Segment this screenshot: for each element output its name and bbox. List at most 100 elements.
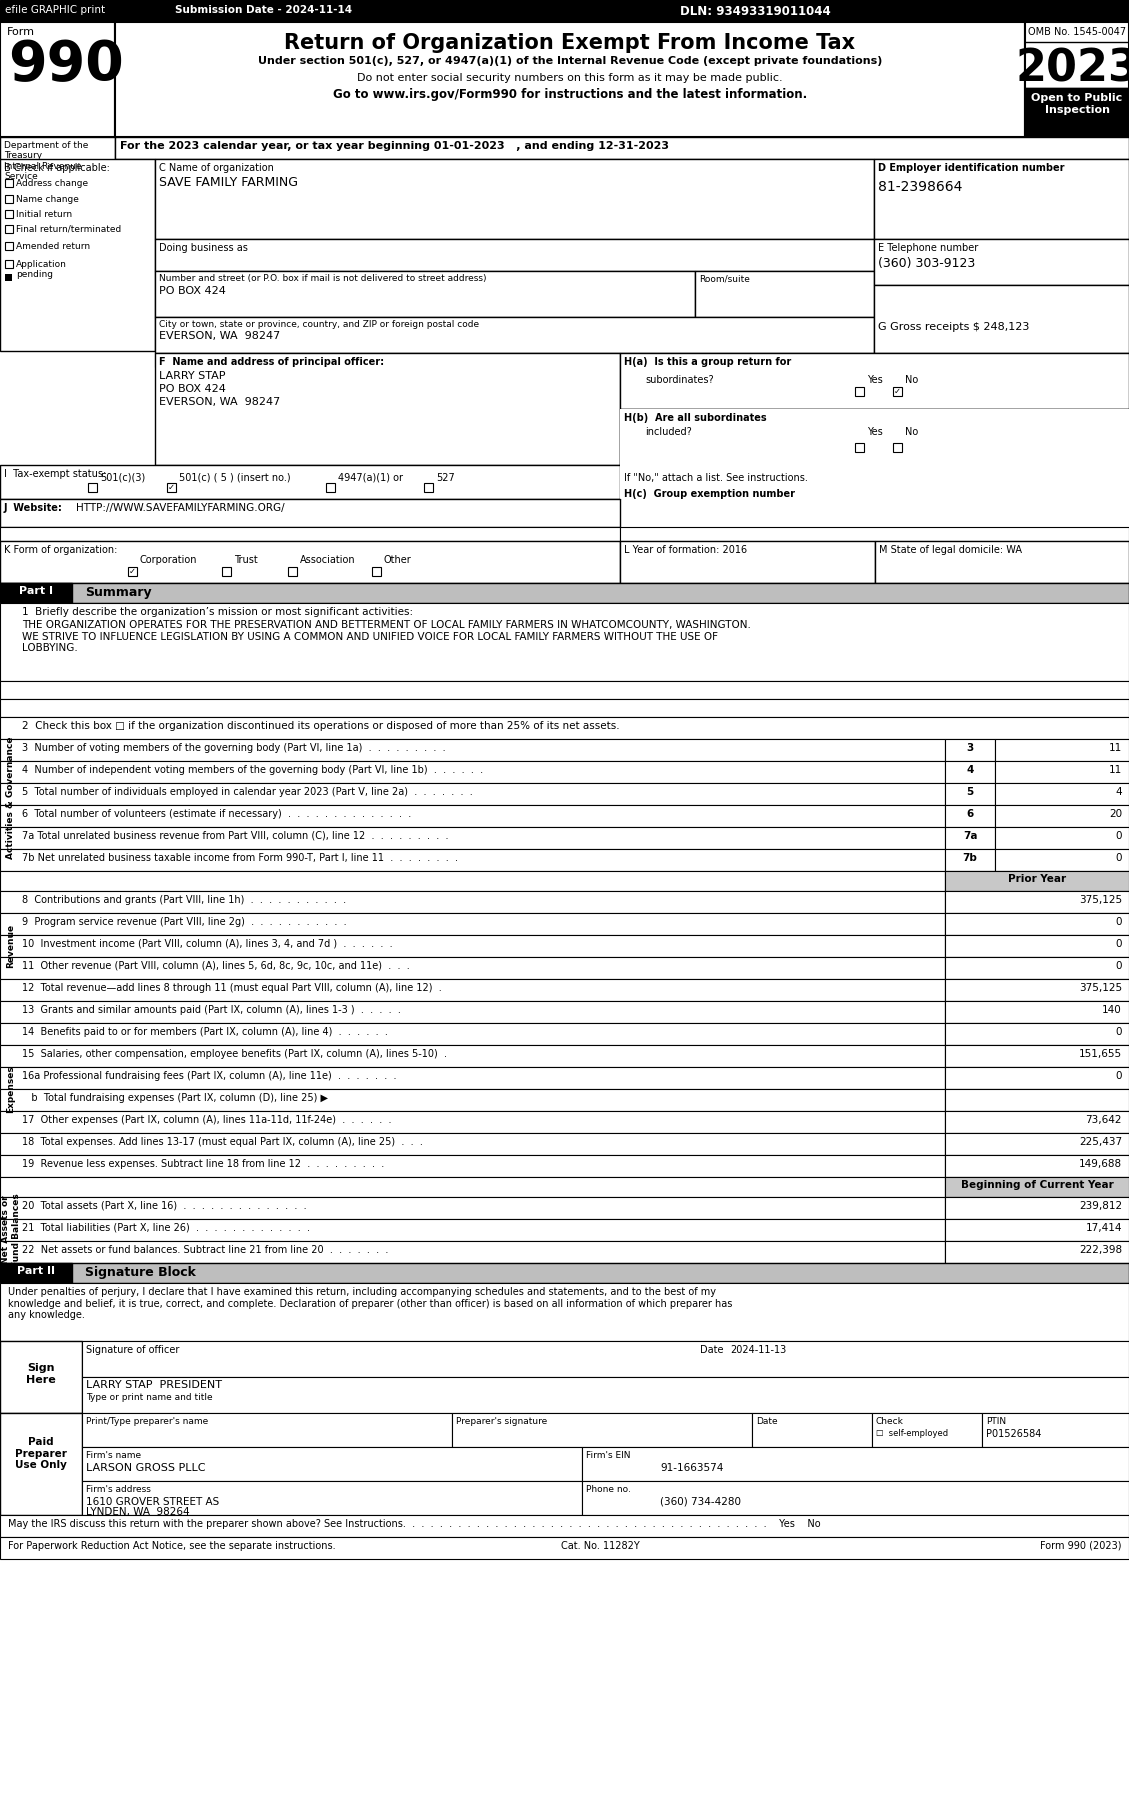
Text: Amended return: Amended return [16,241,90,250]
Text: Firm's name: Firm's name [86,1451,141,1460]
Text: Part I: Part I [19,586,53,596]
Text: 15  Salaries, other compensation, employee benefits (Part IX, column (A), lines : 15 Salaries, other compensation, employe… [21,1049,447,1060]
Text: Name change: Name change [16,195,79,204]
Bar [945,1133,1129,1155]
Text: 149,688: 149,688 [1079,1159,1122,1169]
Bar [945,1088,1129,1112]
Bar [945,1218,1129,1242]
Bar [0,22,115,137]
Bar [0,0,1129,22]
Bar [0,681,1129,699]
Text: 3  Number of voting members of the governing body (Part VI, line 1a)  .  .  .  .: 3 Number of voting members of the govern… [21,742,446,753]
Bar [0,1155,945,1177]
Bar [5,241,14,250]
Bar [5,211,14,218]
Text: 151,655: 151,655 [1079,1049,1122,1060]
Text: Firm's address: Firm's address [86,1485,151,1494]
Text: Beginning of Current Year: Beginning of Current Year [961,1180,1113,1189]
Bar [945,1197,1129,1218]
Text: 6  Total number of volunteers (estimate if necessary)  .  .  .  .  .  .  .  .  .: 6 Total number of volunteers (estimate i… [21,809,411,818]
Bar [945,760,995,784]
Text: Signature Block: Signature Block [85,1267,195,1279]
Text: 501(c) ( 5 ) (insert no.): 501(c) ( 5 ) (insert no.) [180,472,290,483]
Text: 527: 527 [436,472,455,483]
Bar [945,827,995,849]
Text: ✓: ✓ [894,387,901,396]
Bar [0,541,620,584]
Bar [945,1133,1129,1155]
Text: Date: Date [700,1344,724,1355]
Bar [0,870,945,890]
Bar [155,353,874,368]
Text: 5: 5 [966,787,973,796]
Bar [945,1088,1129,1112]
Text: G Gross receipts $ 248,123: G Gross receipts $ 248,123 [878,323,1030,332]
Text: 501(c)(3): 501(c)(3) [100,472,146,483]
Text: Final return/terminated: Final return/terminated [16,225,121,234]
Bar [945,1155,1129,1177]
Text: Sign
Here: Sign Here [26,1362,55,1384]
Text: 222,398: 222,398 [1079,1245,1122,1254]
Bar [0,584,72,604]
Text: Paid
Preparer
Use Only: Paid Preparer Use Only [15,1436,67,1470]
Text: No: No [905,427,918,438]
Text: 4947(a)(1) or: 4947(a)(1) or [338,472,403,483]
Text: Summary: Summary [85,586,151,598]
Bar [1025,22,1129,137]
Text: Check: Check [876,1416,904,1425]
Text: Department of the
Treasury
Internal Revenue
Service: Department of the Treasury Internal Reve… [5,141,88,182]
Text: Open to Public
Inspection: Open to Public Inspection [1032,94,1122,115]
Text: For Paperwork Reduction Act Notice, see the separate instructions.: For Paperwork Reduction Act Notice, see … [8,1541,335,1552]
Text: 1610 GROVER STREET AS: 1610 GROVER STREET AS [86,1497,219,1506]
Bar [115,22,1025,137]
Text: 2024-11-13: 2024-11-13 [730,1344,786,1355]
Text: 3: 3 [966,742,973,753]
Bar [5,225,14,232]
Bar [155,240,874,270]
Text: 10  Investment income (Part VIII, column (A), lines 3, 4, and 7d )  .  .  .  .  : 10 Investment income (Part VIII, column … [21,939,393,950]
Text: H(a)  Is this a group return for: H(a) Is this a group return for [624,357,791,368]
Text: PO BOX 424: PO BOX 424 [159,384,226,395]
Bar [945,1197,1129,1218]
Bar [875,541,1129,584]
Text: 0: 0 [1115,939,1122,950]
Text: 11: 11 [1109,742,1122,753]
Bar [0,1283,1129,1341]
Bar [155,317,874,353]
Bar [0,604,1129,681]
Bar [995,849,1129,870]
Text: C Name of organization: C Name of organization [159,162,274,173]
Text: 22  Net assets or fund balances. Subtract line 21 from line 20  .  .  .  .  .  .: 22 Net assets or fund balances. Subtract… [21,1245,388,1254]
Text: 0: 0 [1115,831,1122,842]
Bar [0,914,945,935]
Bar [0,1000,945,1024]
Text: Net Assets or
Fund Balances: Net Assets or Fund Balances [1,1193,20,1267]
Bar [155,159,874,240]
Bar [945,978,1129,1000]
Bar [0,1197,945,1218]
Bar [0,957,945,978]
Text: 91-1663574: 91-1663574 [660,1463,724,1472]
Text: b  Total fundraising expenses (Part IX, column (D), line 25) ▶: b Total fundraising expenses (Part IX, c… [21,1094,329,1103]
Bar [1025,88,1129,137]
Bar [945,914,1129,935]
Bar [945,978,1129,1000]
Text: ✓: ✓ [129,568,135,577]
Bar [945,1112,1129,1133]
Bar [945,849,995,870]
Bar [0,137,115,196]
Text: OMB No. 1545-0047: OMB No. 1545-0047 [1027,27,1126,38]
Text: 4: 4 [1115,787,1122,796]
Bar [0,739,945,760]
Bar [752,1413,872,1447]
Bar [620,409,1129,465]
Text: 20: 20 [1109,809,1122,818]
Bar [0,1263,72,1283]
Text: PO BOX 424: PO BOX 424 [159,287,226,296]
Text: 11  Other revenue (Part VIII, column (A), lines 5, 6d, 8c, 9c, 10c, and 11e)  . : 11 Other revenue (Part VIII, column (A),… [21,960,410,971]
Text: Form: Form [7,27,35,38]
Text: included?: included? [645,427,692,438]
Bar [945,957,1129,978]
Text: LARRY STAP  PRESIDENT: LARRY STAP PRESIDENT [86,1380,222,1389]
Bar [452,1413,752,1447]
